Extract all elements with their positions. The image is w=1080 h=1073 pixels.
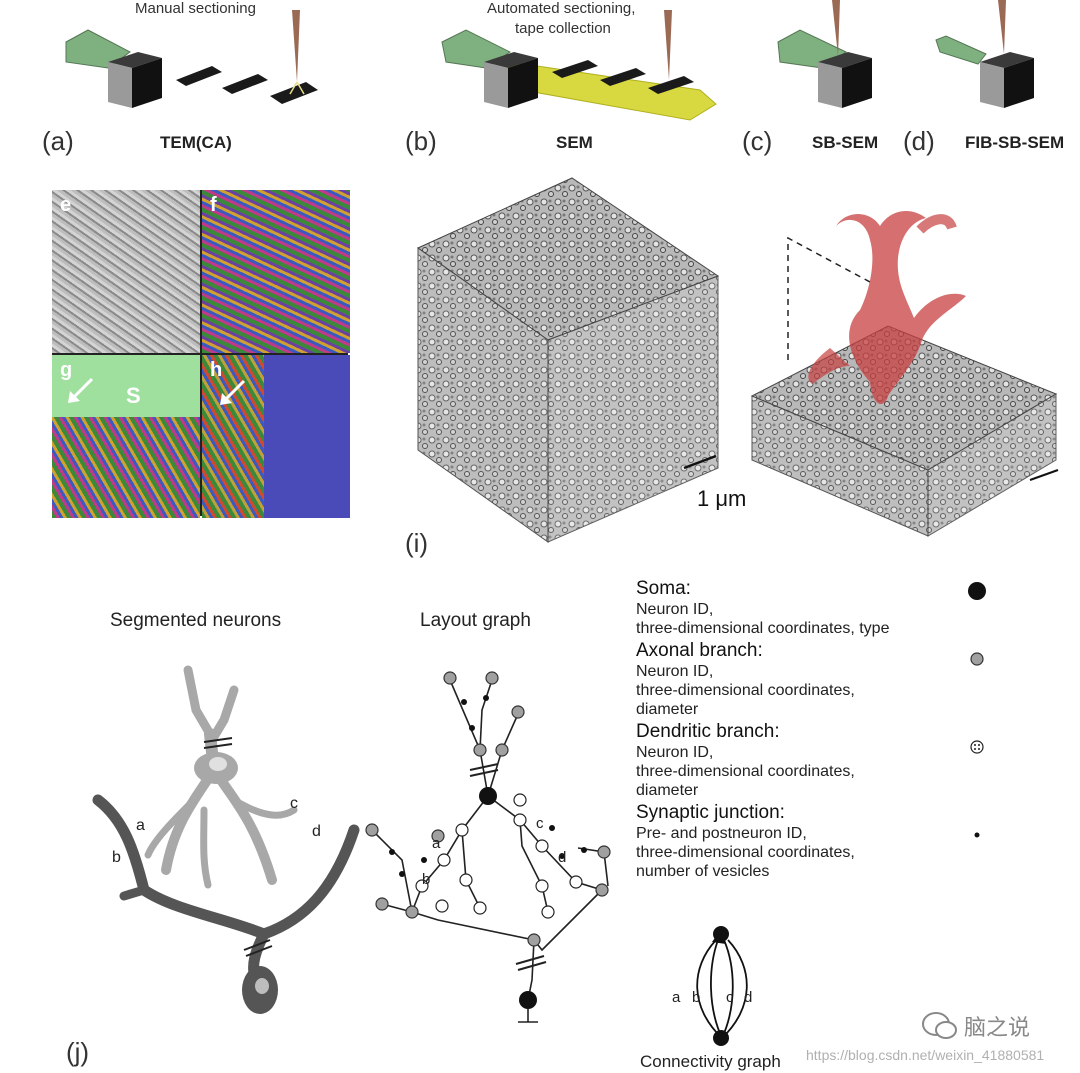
legend-dendritic-line2: three-dimensional coordinates, <box>636 763 855 780</box>
watermark-url: https://blog.csdn.net/weixin_41880581 <box>806 1047 1045 1063</box>
dendrite-symbol-icon <box>970 740 984 754</box>
em-tile-grid: e f g S h <box>52 190 350 518</box>
graph-label-d: d <box>558 849 566 866</box>
arrow-icon <box>220 379 246 405</box>
block-a-top <box>108 52 162 68</box>
em-tile-e: e <box>52 190 200 353</box>
section-a1 <box>176 66 222 86</box>
segmented-neurons-title: Segmented neurons <box>110 610 282 631</box>
panel-c-method: SB-SEM <box>812 133 879 152</box>
em-volume-renderings <box>417 177 1059 543</box>
panel-j-letter: (j) <box>66 1037 90 1067</box>
legend-soma-line1: Neuron ID, <box>636 601 714 618</box>
section-a3 <box>270 82 318 104</box>
layout-graph-drawing: a b c d <box>365 671 611 1023</box>
scale-bar-label: 1 μm <box>697 486 747 511</box>
panel-b-title-2: tape collection <box>515 20 611 37</box>
legend-dendritic-title: Dendritic branch: <box>636 721 780 742</box>
connectivity-graph: a b c d <box>672 926 752 1046</box>
arrow-icon <box>68 377 94 403</box>
panel-b-letter: (b) <box>405 126 437 156</box>
legend-soma-line2: three-dimensional coordinates, type <box>636 620 890 637</box>
em-tile-h: h <box>202 355 350 518</box>
legend-symbols <box>968 582 986 838</box>
panel-a-method: TEM(CA) <box>160 133 232 152</box>
segmented-neurons-drawing: a b c d <box>92 665 360 1014</box>
conn-label-b: b <box>692 989 700 1006</box>
graph-label-a: a <box>432 835 441 852</box>
layout-graph-title: Layout graph <box>420 610 531 631</box>
sectioning-illustrations <box>65 0 1034 121</box>
soma-node-bottom <box>519 991 537 1009</box>
cube-right <box>547 275 719 543</box>
legend-dendritic-line3: diameter <box>636 782 699 799</box>
block-a-side <box>132 58 162 108</box>
dashed-indicator <box>787 236 871 360</box>
graph-label-b: b <box>422 871 430 888</box>
legend-synaptic-line1: Pre- and postneuron ID, <box>636 825 807 842</box>
connectivity-source-node <box>713 1030 729 1046</box>
panel-a-letter: (a) <box>42 126 74 156</box>
legend-axonal-title: Axonal branch: <box>636 640 763 661</box>
soma-node-top <box>479 787 497 805</box>
probe-d <box>998 0 1006 54</box>
em-tile-f: f <box>202 190 350 353</box>
legend-dendritic-line1: Neuron ID, <box>636 744 714 761</box>
watermark-brand: 脑之说 <box>964 1016 1031 1041</box>
soma-s-label: S <box>126 383 141 408</box>
panel-d-method: FIB-SB-SEM <box>965 133 1065 152</box>
section-a2 <box>222 74 268 94</box>
neuron-soma-3d <box>836 211 966 405</box>
legend-axonal-line1: Neuron ID, <box>636 663 714 680</box>
ion-beam-d <box>935 35 987 65</box>
tile-h-letter: h <box>210 359 223 381</box>
connectivity-target-node <box>713 926 729 942</box>
conn-label-d: d <box>744 989 752 1006</box>
panel-a-title: Manual sectioning <box>135 0 256 17</box>
panel-i-letter: (i) <box>405 528 429 558</box>
panel-d-letter: (d) <box>903 126 935 156</box>
axon-symbol-icon <box>970 652 984 666</box>
legend-synaptic-line3: number of vesicles <box>636 863 770 880</box>
slab-right <box>927 393 1057 537</box>
neuron-label-b: b <box>112 849 121 866</box>
panel-c-letter: (c) <box>742 126 773 156</box>
graph-label-c: c <box>536 815 544 832</box>
conn-label-c: c <box>726 989 734 1006</box>
probe-b <box>664 10 672 80</box>
legend-axonal-line3: diameter <box>636 701 699 718</box>
probe-c <box>832 0 840 56</box>
probe-a <box>292 10 300 82</box>
conn-label-a: a <box>672 989 681 1006</box>
panel-b-method: SEM <box>556 133 593 152</box>
tile-e-letter: e <box>60 194 72 216</box>
wechat-icon <box>922 1012 957 1039</box>
tile-g-letter: g <box>60 359 73 381</box>
block-a-front <box>108 62 132 108</box>
panel-b-title-1: Automated sectioning, <box>487 0 636 17</box>
legend-synaptic-line2: three-dimensional coordinates, <box>636 844 855 861</box>
synapse-symbol-icon <box>974 832 980 838</box>
legend-soma-title: Soma: <box>636 578 691 599</box>
soma-symbol-icon <box>968 582 986 600</box>
scale-bar <box>683 454 717 470</box>
neuron-label-d: d <box>312 823 321 840</box>
legend: Soma: Neuron ID, three-dimensional coord… <box>636 578 976 881</box>
connectivity-graph-title: Connectivity graph <box>640 1052 781 1071</box>
legend-axonal-line2: three-dimensional coordinates, <box>636 682 855 699</box>
tile-f-letter: f <box>210 194 217 216</box>
neuron-label-a: a <box>136 817 145 834</box>
legend-synaptic-title: Synaptic junction: <box>636 802 785 823</box>
em-tile-g: g S <box>52 355 200 518</box>
neuron-label-c: c <box>290 795 298 812</box>
